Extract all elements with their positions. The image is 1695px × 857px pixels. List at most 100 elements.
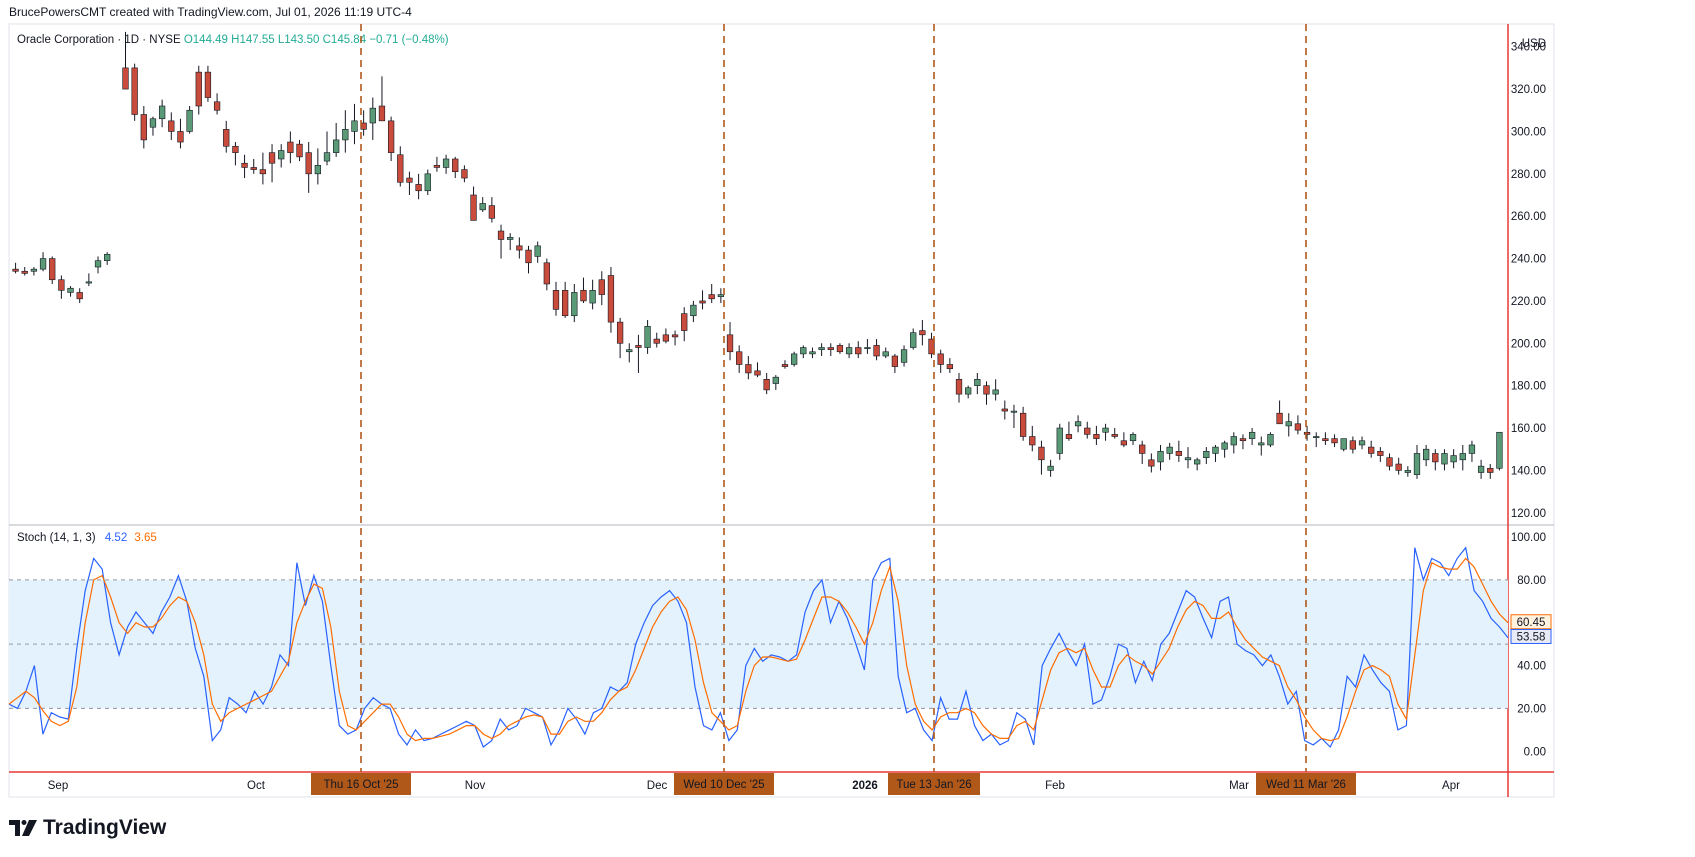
candle-down	[781, 364, 789, 367]
candle-up	[442, 158, 450, 168]
candle-down	[754, 370, 761, 376]
candle-up	[1468, 444, 1476, 454]
candle-up	[772, 376, 779, 384]
candle-up	[1459, 453, 1466, 461]
candle-up	[1184, 457, 1192, 461]
date-marker-label: Tue 13 Jan '26	[896, 779, 971, 791]
candle-up	[845, 347, 853, 355]
candle-up	[790, 353, 798, 365]
price-tick-label: 340.00	[1511, 42, 1546, 54]
candle-down	[1084, 427, 1091, 435]
candle-down	[378, 105, 386, 122]
candle-up	[1404, 470, 1411, 473]
candle-up	[1358, 440, 1366, 446]
candle-up	[351, 120, 358, 132]
candle-down	[836, 345, 844, 353]
candle-down	[122, 67, 129, 90]
stoch-k-last-value: 53.58	[1517, 631, 1546, 643]
candle-up	[186, 109, 193, 132]
candle-down	[296, 143, 303, 158]
candle-up	[910, 332, 917, 348]
stoch-name: Stoch (14, 1, 3)	[17, 532, 96, 544]
candle-down	[58, 279, 65, 291]
candle-down	[736, 351, 743, 365]
candle-down	[873, 345, 880, 357]
candle-up	[67, 287, 74, 293]
candle-up	[690, 304, 697, 317]
candle-up	[1010, 410, 1018, 413]
candle-down	[1322, 438, 1329, 442]
price-tick-label: 160.00	[1511, 423, 1546, 435]
candle-up	[534, 245, 541, 257]
candle-down	[937, 353, 944, 365]
date-marker-label: Wed 10 Dec '25	[683, 779, 764, 791]
candle-up	[717, 294, 725, 297]
price-tick-label: 180.00	[1511, 381, 1546, 393]
candle-down	[1239, 438, 1247, 442]
month-label: Feb	[1045, 780, 1065, 792]
candle-down	[287, 141, 294, 153]
candle-up	[1194, 459, 1201, 465]
candle-down	[1029, 436, 1036, 446]
candle-down	[635, 345, 642, 348]
candle-down	[827, 347, 834, 350]
candle-down	[543, 262, 550, 285]
candle-up	[30, 268, 38, 272]
candle-down	[131, 67, 138, 115]
date-marker-tag	[888, 773, 980, 795]
candle-up	[314, 165, 321, 175]
candle-down	[1139, 444, 1146, 454]
candle-up	[85, 281, 92, 284]
month-label: Mar	[1229, 780, 1249, 792]
candle-up	[644, 326, 651, 348]
candle-up	[507, 237, 514, 240]
candle-up	[1157, 451, 1164, 463]
candle-down	[1111, 434, 1118, 437]
candle-up	[1074, 421, 1082, 427]
candle-up	[342, 129, 349, 141]
low-value: L143.50	[277, 34, 320, 46]
candle-down	[1276, 412, 1283, 425]
candle-down	[76, 292, 83, 300]
candle-up	[965, 387, 972, 395]
candle-down	[562, 290, 569, 317]
stoch-d-value: 3.65	[134, 532, 157, 544]
tradingview-logo: TradingView	[9, 816, 166, 840]
candle-up	[323, 152, 331, 162]
stoch-d-last-tag	[1510, 614, 1552, 630]
candle-up	[39, 258, 47, 270]
candle-up	[333, 139, 340, 153]
candle-up	[571, 292, 578, 317]
candle-down	[653, 338, 660, 344]
candle-up	[1423, 448, 1430, 461]
candle-up	[974, 379, 981, 386]
attribution-text: BrucePowersCMT created with TradingView.…	[9, 5, 412, 19]
stoch-d-line	[8, 557, 1509, 742]
symbol-name: Oracle Corporation · 1D · NYSE	[17, 34, 181, 46]
candle-up	[1102, 427, 1109, 433]
candle-down	[1120, 440, 1128, 446]
candle-up	[1056, 427, 1063, 454]
month-label: Dec	[647, 780, 668, 792]
candle-down	[250, 167, 257, 170]
candle-down	[607, 275, 615, 323]
price-tick-label: 300.00	[1511, 126, 1546, 138]
candle-down	[497, 230, 505, 240]
candle-down	[1377, 451, 1384, 456]
candle-down	[195, 71, 202, 107]
candle-down	[1093, 434, 1100, 439]
month-label: Nov	[465, 780, 486, 792]
month-label: 2026	[852, 780, 878, 792]
candle-up	[94, 260, 102, 268]
candle-up	[1212, 446, 1219, 454]
candle-up	[1477, 465, 1485, 473]
candle-down	[891, 355, 899, 367]
candle-up	[1496, 431, 1503, 469]
candle-down	[1487, 467, 1494, 473]
candle-down	[726, 334, 734, 353]
price-tick-label: 120.00	[1511, 508, 1546, 520]
candle-down	[259, 169, 267, 175]
candle-down	[1331, 438, 1338, 444]
candle-up	[158, 105, 166, 120]
